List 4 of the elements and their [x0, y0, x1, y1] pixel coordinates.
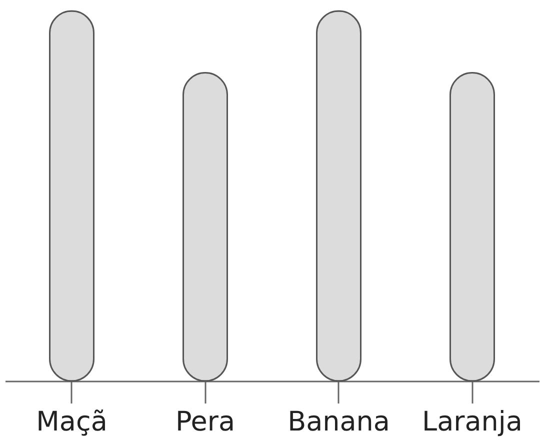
- x-tick-label: Pera: [175, 406, 236, 438]
- x-tick-label: Maçã: [36, 406, 108, 438]
- x-tick-label: Laranja: [422, 406, 522, 438]
- x-tick-label: Banana: [288, 406, 390, 438]
